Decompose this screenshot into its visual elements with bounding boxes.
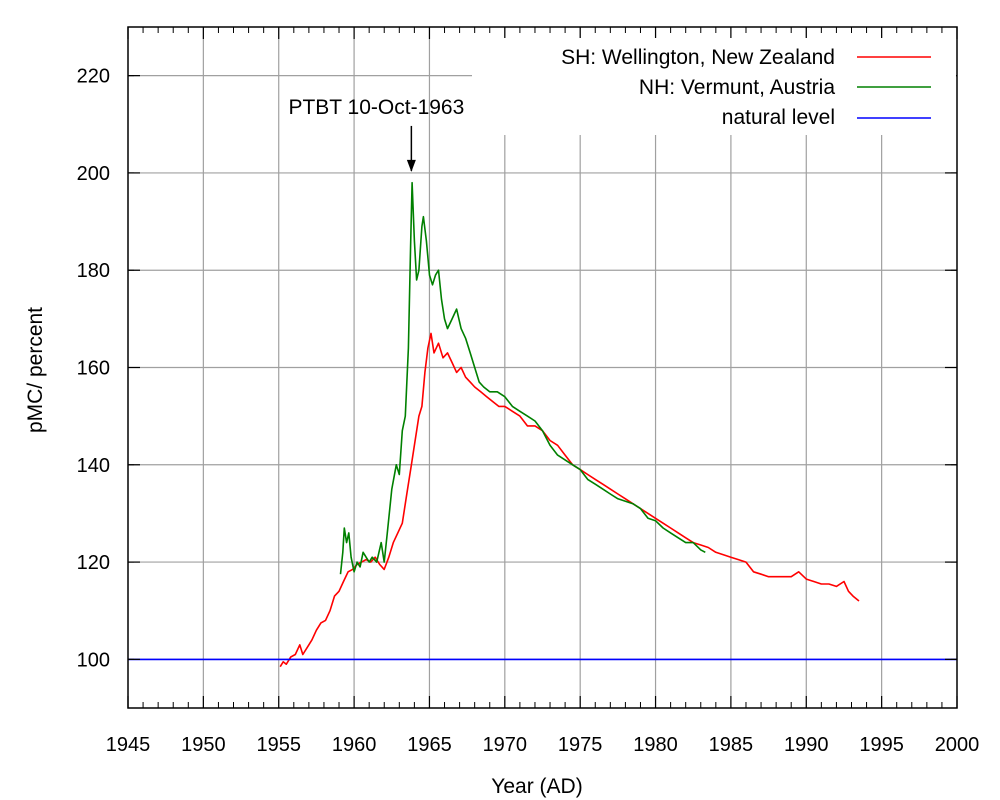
annotation: PTBT 10-Oct-1963 [288, 96, 464, 172]
annotation-label: PTBT 10-Oct-1963 [288, 96, 464, 119]
y-tick-label: 160 [77, 358, 110, 380]
x-tick-label: 1945 [106, 734, 151, 756]
series-line-vermunt [339, 181, 706, 575]
series-line-wellington [279, 332, 860, 668]
x-tick-label: 1970 [483, 734, 528, 756]
x-tick-label: 1960 [332, 734, 377, 756]
tick-labels: 1945 1950 1955 1960 1965 1970 1975 1980 1985 1990… [77, 66, 980, 756]
y-tick-label: 100 [77, 649, 110, 671]
x-tick-label: 1990 [784, 734, 829, 756]
x-axis-label: Year (AD) [491, 775, 582, 798]
legend-label-sh: SH: Wellington, New Zealand [561, 46, 835, 69]
y-tick-label: 140 [77, 455, 110, 477]
x-tick-label: 1950 [181, 734, 226, 756]
x-tick-label: 1965 [407, 734, 452, 756]
y-tick-label: 220 [77, 66, 110, 88]
y-tick-label: 120 [77, 552, 110, 574]
x-tick-label: 1955 [256, 734, 301, 756]
y-tick-label: 180 [77, 260, 110, 282]
legend-label-nh: NH: Vermunt, Austria [639, 76, 835, 99]
x-tick-label: 1975 [558, 734, 603, 756]
axis-ticks [127, 27, 958, 708]
x-tick-label: 2000 [935, 734, 980, 756]
legend-label-natural: natural level [722, 106, 835, 129]
y-tick-label: 200 [77, 163, 110, 185]
x-tick-label: 1995 [859, 734, 904, 756]
x-tick-label: 1985 [709, 734, 754, 756]
annotation-arrowhead [406, 159, 416, 172]
legend: SH: Wellington, New Zealand NH: Vermunt,… [472, 38, 956, 135]
y-axis-label: pMC/ percent [24, 307, 47, 433]
x-tick-label: 1980 [633, 734, 678, 756]
series-layer [128, 181, 957, 668]
